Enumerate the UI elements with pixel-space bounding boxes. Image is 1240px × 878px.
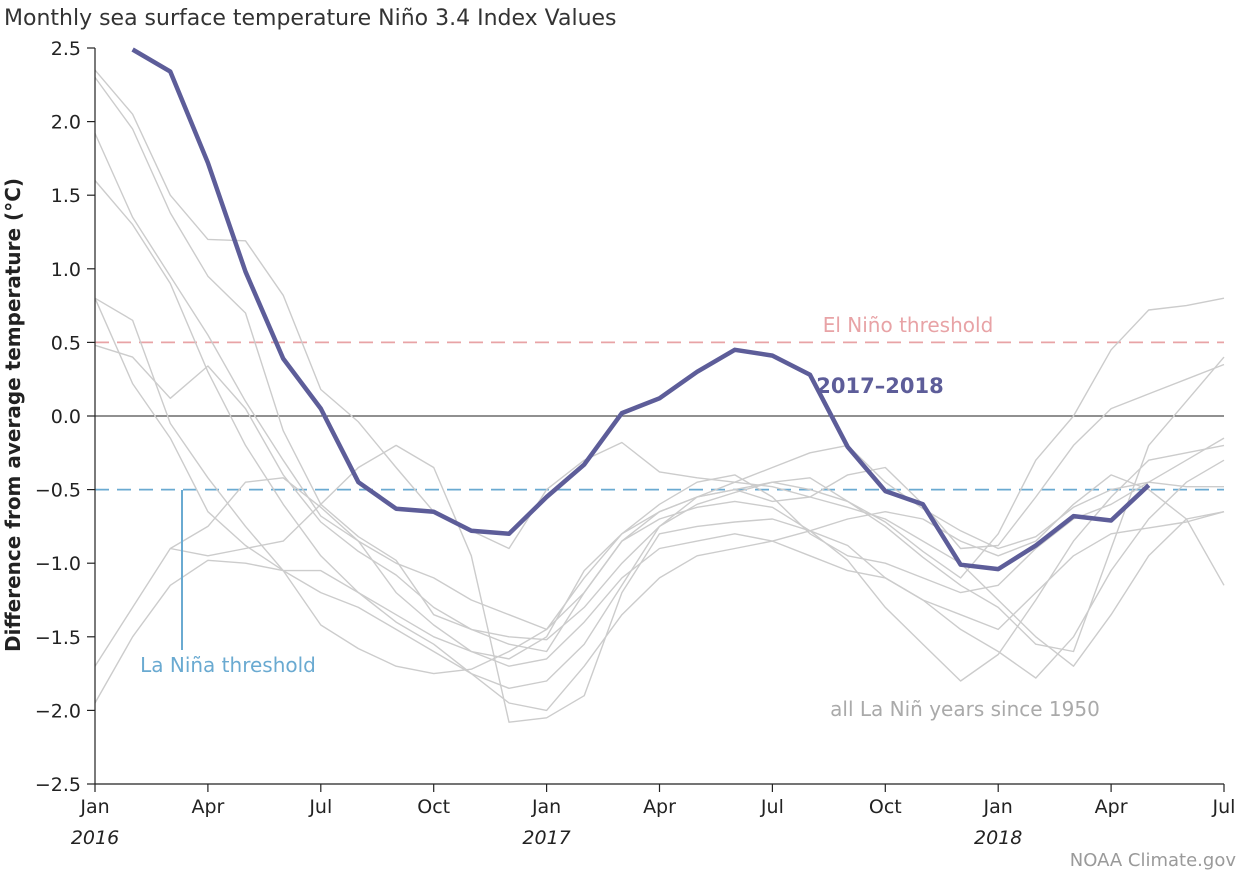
highlight-series [131,47,1151,572]
la-nina-year-line-9 [94,474,1225,712]
background-series [94,69,1225,723]
axes: 2.52.01.51.00.50.0−0.5−1.0−1.5−2.0−2.5Ja… [35,38,1236,849]
x-tick-label: Jul [1212,796,1236,818]
credit-label: NOAA Climate.gov [1070,850,1237,871]
x-tick-label: Jan [79,796,109,818]
highlight-series-label: 2017–2018 [816,374,943,398]
x-tick-label: Apr [643,796,676,818]
x-tick-label: Oct [417,796,450,818]
la-nina-year-line-3 [94,133,1225,631]
x-tick-label: Oct [869,796,902,818]
la-nina-year-line-6 [94,297,1225,675]
la-nina-year-line-4 [94,180,1225,679]
y-axis-label: Difference from average temperature (°C) [1,178,25,652]
x-tick-label: Jan [983,796,1013,818]
chart-title: Monthly sea surface temperature Niño 3.4… [4,6,617,31]
x-tick-label: Jul [308,796,332,818]
la-nina-year-line-8 [94,363,1225,667]
la-nina-year-line-2 [94,76,1225,682]
y-tick-label: 0.0 [51,406,81,428]
x-tick-label: Jul [760,796,784,818]
y-tick-label: −0.5 [35,480,81,502]
y-tick-label: −2.5 [35,774,81,796]
y-tick-label: 2.5 [51,38,81,60]
x-year-label: 2018 [974,827,1022,849]
x-tick-label: Jan [531,796,561,818]
x-tick-label: Apr [191,796,224,818]
y-tick-label: 2.0 [51,112,81,134]
la-nina-year-line-7 [94,297,1225,641]
x-tick-label: Apr [1095,796,1128,818]
la-nina-threshold-label: La Niña threshold [140,653,316,677]
y-tick-label: −2.0 [35,700,81,722]
la-nina-year-line-1 [94,69,1224,550]
y-tick-label: −1.5 [35,627,81,649]
x-year-label: 2017 [522,827,570,849]
la-nina-year-line-5 [94,297,1225,689]
background-series-label: all La Niñ years since 1950 [830,697,1100,721]
highlight-series-line [131,47,1151,572]
y-tick-label: −1.0 [35,553,81,575]
y-tick-label: 1.0 [51,259,81,281]
y-tick-label: 0.5 [51,332,81,354]
el-nino-threshold-label: El Niño threshold [823,313,994,337]
x-year-label: 2016 [71,827,119,849]
la-nina-year-line-10 [170,444,1225,723]
threshold-lines [95,341,1224,491]
y-tick-label: 1.5 [51,185,81,207]
